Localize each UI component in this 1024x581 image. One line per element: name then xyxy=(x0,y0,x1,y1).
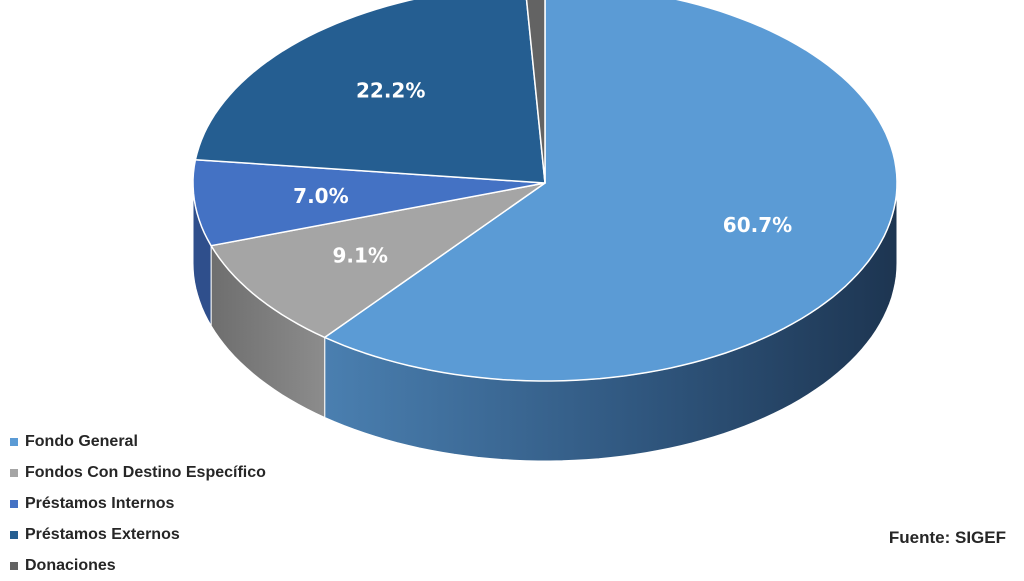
pie-slice-fondo-general xyxy=(323,0,898,382)
legend-label-prestamos-externos: Préstamos Externos xyxy=(25,525,180,543)
legend-label-fondos-con-destino-especifico: Fondos Con Destino Específico xyxy=(25,463,266,481)
data-label-prestamos-internos: 7.0% xyxy=(293,184,348,208)
source-note: Fuente: SIGEF xyxy=(888,528,1006,547)
data-label-fondos-con-destino-especifico: 9.1% xyxy=(332,243,387,267)
legend-item-donaciones: Donaciones xyxy=(10,550,266,581)
pie-slice-prestamos-externos xyxy=(194,0,546,184)
data-label-prestamos-externos: 22.2% xyxy=(356,79,425,103)
legend-item-prestamos-externos: Préstamos Externos xyxy=(10,519,266,550)
pie-slice-donaciones xyxy=(525,0,546,184)
legend-label-fondo-general: Fondo General xyxy=(25,432,138,450)
legend-item-fondo-general: Fondo General xyxy=(10,426,266,457)
legend-item-prestamos-internos: Préstamos Internos xyxy=(10,488,266,519)
legend-swatch-fondos-con-destino-especifico xyxy=(10,468,18,477)
data-label-fondo-general: 60.7% xyxy=(723,213,792,237)
legend-swatch-donaciones xyxy=(10,561,18,570)
legend-item-fondos-con-destino-especifico: Fondos Con Destino Específico xyxy=(10,457,266,488)
legend-label-donaciones: Donaciones xyxy=(25,556,116,574)
pie-slice-fondos-con-destino-especifico xyxy=(210,182,546,339)
legend: Fondo General Fondos Con Destino Específi… xyxy=(10,426,266,581)
legend-swatch-prestamos-externos xyxy=(10,530,18,539)
legend-label-prestamos-internos: Préstamos Internos xyxy=(25,494,175,512)
pie-slice-prestamos-internos xyxy=(192,158,546,247)
legend-swatch-prestamos-internos xyxy=(10,499,18,508)
legend-swatch-fondo-general xyxy=(10,437,18,446)
